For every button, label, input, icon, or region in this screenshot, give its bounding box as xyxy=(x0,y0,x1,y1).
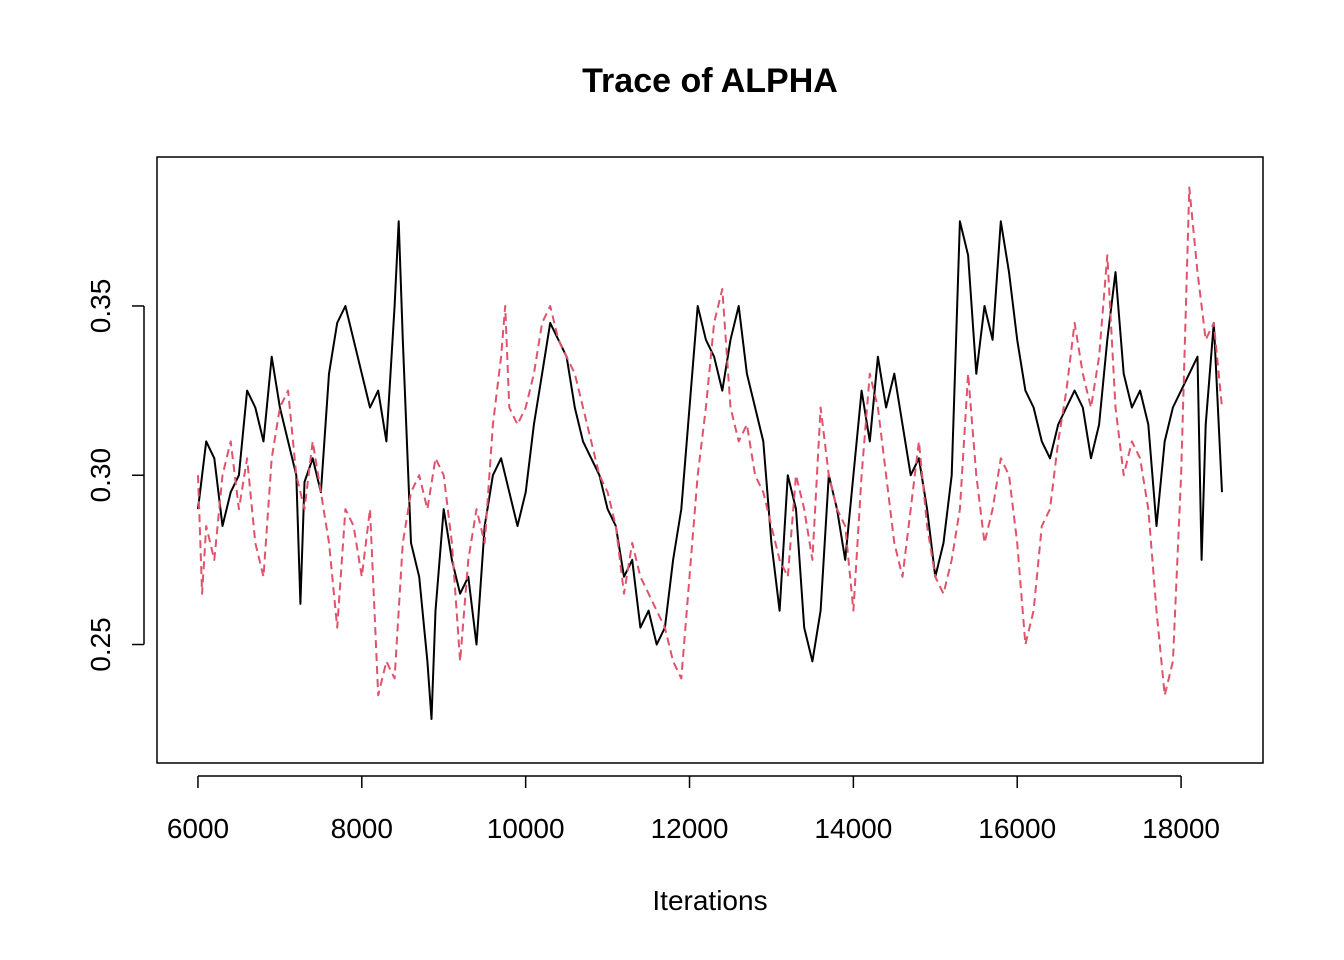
y-tick-label: 0.25 xyxy=(85,617,116,672)
x-tick-label: 12000 xyxy=(651,813,729,844)
y-tick-label: 0.30 xyxy=(85,448,116,503)
y-axis: 0.25 0.30 0.35 xyxy=(85,279,145,672)
x-tick-label: 18000 xyxy=(1142,813,1220,844)
x-tick-label: 6000 xyxy=(167,813,229,844)
y-tick-label: 0.35 xyxy=(85,279,116,334)
x-tick-label: 16000 xyxy=(978,813,1056,844)
x-tick-label: 10000 xyxy=(487,813,565,844)
x-tick-label: 14000 xyxy=(814,813,892,844)
series-line-2 xyxy=(197,186,1223,697)
x-tick-label: 8000 xyxy=(331,813,393,844)
x-axis: 6000 8000 10000 12000 14000 16000 18000 xyxy=(167,775,1220,844)
chart-title: Trace of ALPHA xyxy=(582,62,838,100)
series-line-1 xyxy=(197,220,1223,720)
series-layer xyxy=(197,186,1223,720)
x-axis-label: Iterations xyxy=(652,885,767,916)
plot-frame xyxy=(156,156,1264,764)
